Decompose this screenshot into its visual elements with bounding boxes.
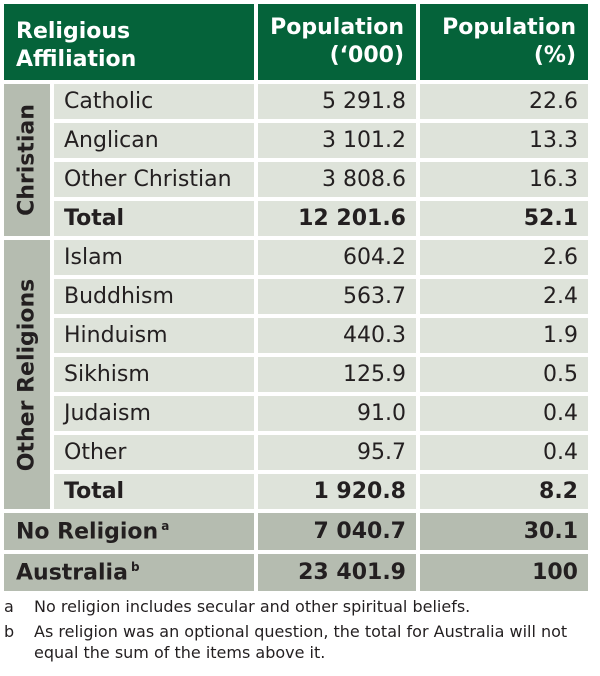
population-value: 125.9 bbox=[258, 357, 416, 392]
footnote-mark: b bbox=[4, 622, 15, 641]
footnote-marker-b: b bbox=[130, 559, 140, 574]
percent-value: 0.4 bbox=[420, 435, 588, 470]
header-population-line2: (‘000) bbox=[329, 43, 404, 68]
header-religious-affiliation: Religious Affiliation bbox=[4, 4, 254, 80]
table-row: Other 95.7 0.4 bbox=[4, 435, 588, 470]
header-percent-line2: (%) bbox=[533, 43, 576, 68]
population-value: 95.7 bbox=[258, 435, 416, 470]
no-religion-label: No Religion a bbox=[4, 513, 254, 550]
table-row: Sikhism 125.9 0.5 bbox=[4, 357, 588, 392]
religion-name: Islam bbox=[54, 240, 254, 275]
australia-row: Australia b 23 401.9 100 bbox=[4, 554, 588, 591]
group-label-other-religions: Other Religions bbox=[4, 240, 50, 509]
other-religions-total-row: Total 1 920.8 8.2 bbox=[4, 474, 588, 509]
no-religion-name: No Religion bbox=[16, 519, 159, 545]
total-population-value: 12 201.6 bbox=[258, 201, 416, 236]
footnote-text: No religion includes secular and other s… bbox=[34, 597, 471, 616]
religion-name: Hinduism bbox=[54, 318, 254, 353]
total-percent-value: 52.1 bbox=[420, 201, 588, 236]
footnote-mark: a bbox=[4, 597, 14, 616]
religion-name: Sikhism bbox=[54, 357, 254, 392]
religious-affiliation-table: Religious Affiliation Population (‘000) … bbox=[4, 4, 588, 591]
footnote-b: b As religion was an optional question, … bbox=[4, 621, 596, 663]
total-label: Total bbox=[54, 474, 254, 509]
footnote-marker-a: a bbox=[161, 518, 170, 533]
total-label: Total bbox=[54, 201, 254, 236]
total-percent-value: 8.2 bbox=[420, 474, 588, 509]
percent-value: 0.4 bbox=[420, 396, 588, 431]
percent-value: 22.6 bbox=[420, 84, 588, 119]
header-row: Religious Affiliation Population (‘000) … bbox=[4, 4, 588, 80]
population-value: 91.0 bbox=[258, 396, 416, 431]
total-population-value: 1 920.8 bbox=[258, 474, 416, 509]
australia-percent: 100 bbox=[420, 554, 588, 591]
percent-value: 2.6 bbox=[420, 240, 588, 275]
religion-name: Buddhism bbox=[54, 279, 254, 314]
header-population-line1: Population bbox=[270, 15, 404, 40]
percent-value: 1.9 bbox=[420, 318, 588, 353]
no-religion-row: No Religion a 7 040.7 30.1 bbox=[4, 513, 588, 550]
header-population-thousands: Population (‘000) bbox=[258, 4, 416, 80]
table-row: Judaism 91.0 0.4 bbox=[4, 396, 588, 431]
table-row: Christian Catholic 5 291.8 22.6 bbox=[4, 84, 588, 236]
table-row: Other Christian 3 808.6 16.3 bbox=[4, 162, 588, 197]
percent-value: 0.5 bbox=[420, 357, 588, 392]
population-value: 3 808.6 bbox=[258, 162, 416, 197]
table-row: Anglican 3 101.2 13.3 bbox=[4, 123, 588, 158]
religion-name: Other Christian bbox=[54, 162, 254, 197]
group-label-text: Christian bbox=[14, 104, 40, 216]
footnote-a: a No religion includes secular and other… bbox=[4, 596, 596, 617]
religion-name: Other bbox=[54, 435, 254, 470]
no-religion-percent: 30.1 bbox=[420, 513, 588, 550]
religion-name: Anglican bbox=[54, 123, 254, 158]
australia-label: Australia b bbox=[4, 554, 254, 591]
footnotes: a No religion includes secular and other… bbox=[4, 596, 596, 667]
population-value: 440.3 bbox=[258, 318, 416, 353]
table-row: Hinduism 440.3 1.9 bbox=[4, 318, 588, 353]
population-value: 3 101.2 bbox=[258, 123, 416, 158]
group-label-christian: Christian bbox=[4, 84, 50, 236]
group-label-text: Other Religions bbox=[14, 278, 40, 471]
religion-name: Catholic bbox=[54, 84, 254, 119]
percent-value: 16.3 bbox=[420, 162, 588, 197]
percent-value: 13.3 bbox=[420, 123, 588, 158]
table-row: Buddhism 563.7 2.4 bbox=[4, 279, 588, 314]
header-percent-line1: Population bbox=[442, 15, 576, 40]
table-row: Other Religions Islam 604.2 2.6 bbox=[4, 240, 588, 509]
header-population-percent: Population (%) bbox=[420, 4, 588, 80]
population-value: 604.2 bbox=[258, 240, 416, 275]
religion-name: Judaism bbox=[54, 396, 254, 431]
no-religion-population: 7 040.7 bbox=[258, 513, 416, 550]
footnote-text: As religion was an optional question, th… bbox=[34, 622, 568, 662]
percent-value: 2.4 bbox=[420, 279, 588, 314]
australia-name: Australia bbox=[16, 560, 128, 586]
population-value: 5 291.8 bbox=[258, 84, 416, 119]
christian-total-row: Total 12 201.6 52.1 bbox=[4, 201, 588, 236]
australia-population: 23 401.9 bbox=[258, 554, 416, 591]
population-value: 563.7 bbox=[258, 279, 416, 314]
